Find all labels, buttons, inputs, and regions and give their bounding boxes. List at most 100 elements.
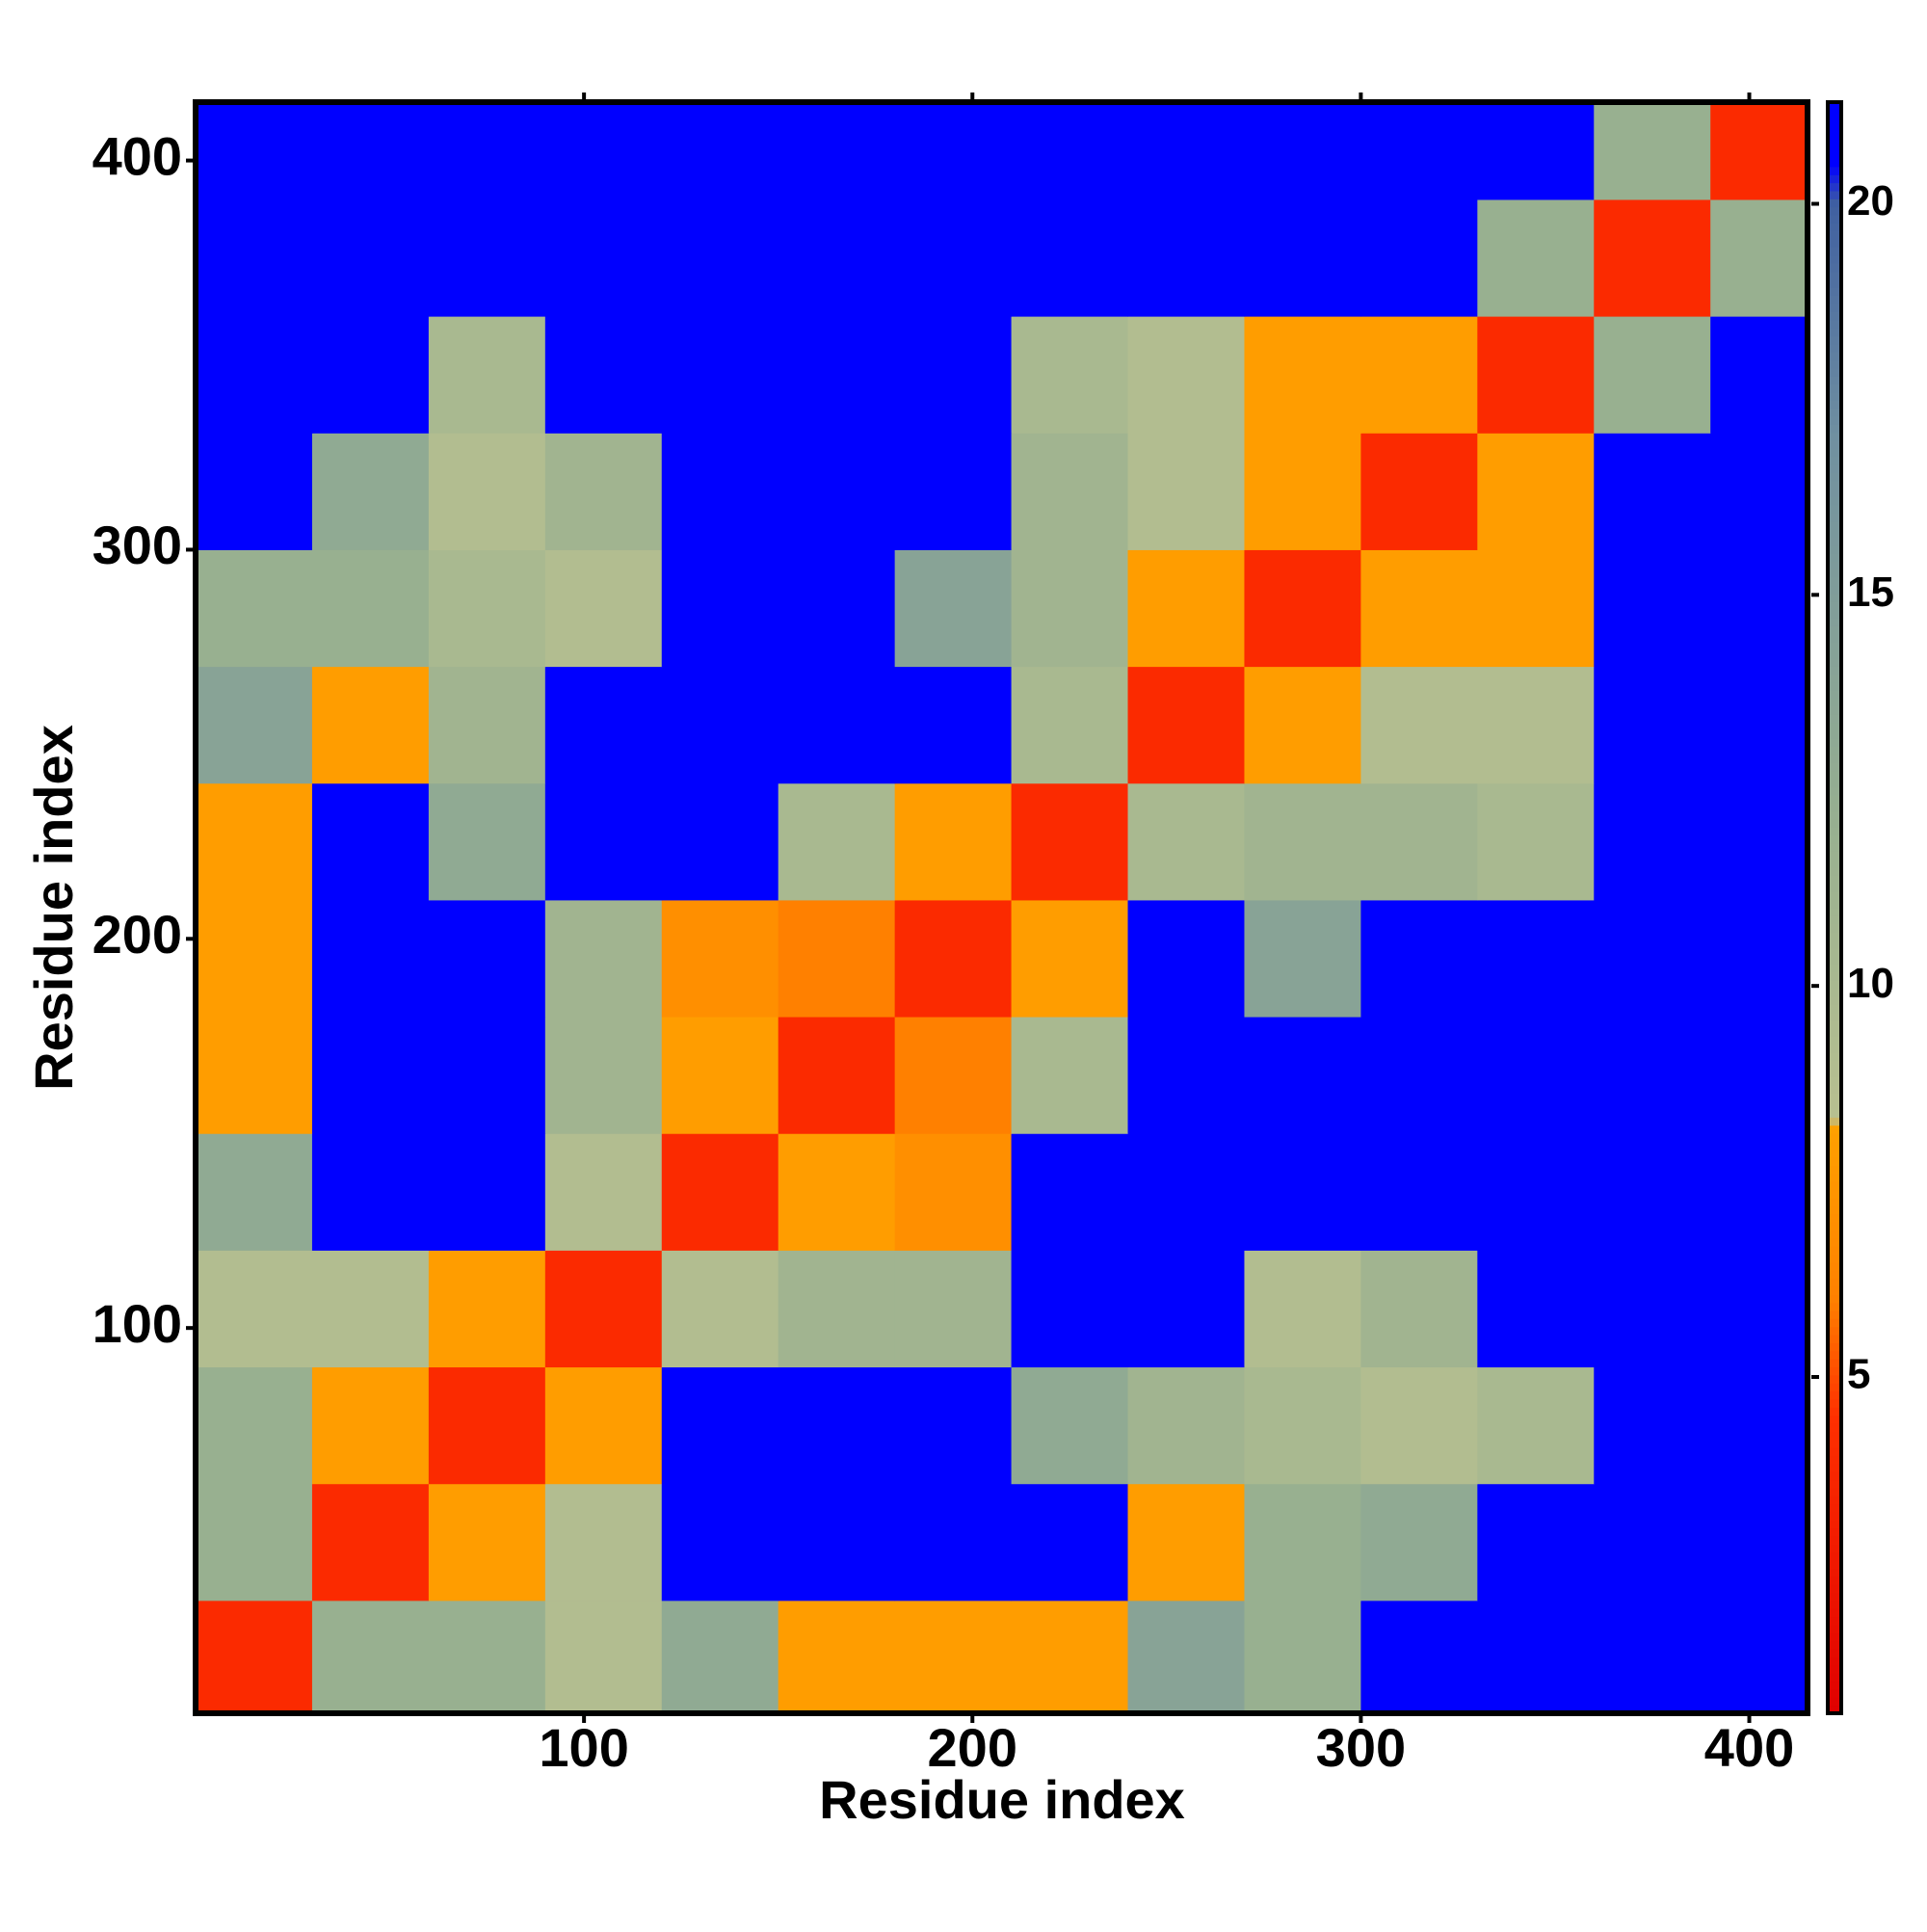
heatmap-cell xyxy=(1477,102,1595,200)
colorbar-segment xyxy=(1828,947,1841,957)
colorbar-segment xyxy=(1828,408,1841,417)
heatmap-cell xyxy=(196,666,313,784)
colorbar-segment xyxy=(1828,601,1841,611)
colorbar-segment xyxy=(1828,1060,1841,1070)
heatmap-cell xyxy=(1710,549,1808,668)
colorbar-segment xyxy=(1828,311,1841,321)
heatmap-cell xyxy=(1360,1483,1478,1601)
colorbar-segment xyxy=(1828,537,1841,546)
heatmap-cell xyxy=(1360,1133,1478,1251)
colorbar-segment xyxy=(1828,215,1841,224)
colorbar-segment xyxy=(1828,513,1841,522)
colorbar-segment xyxy=(1828,1294,1841,1304)
heatmap-cell xyxy=(196,433,313,550)
heatmap-cell xyxy=(428,1366,546,1485)
colorbar-segment xyxy=(1828,1109,1841,1118)
colorbar-segment xyxy=(1828,561,1841,570)
y-tick-label: 200 xyxy=(92,904,182,965)
colorbar-segment xyxy=(1828,456,1841,465)
heatmap-cell xyxy=(544,316,663,434)
colorbar-segment xyxy=(1828,681,1841,691)
heatmap-cell xyxy=(428,666,546,784)
y-tick-label: 400 xyxy=(92,125,182,186)
colorbar-segment xyxy=(1828,182,1841,192)
colorbar-segment xyxy=(1828,328,1841,336)
colorbar-segment xyxy=(1828,190,1841,199)
heatmap-cell xyxy=(1127,1600,1245,1713)
heatmap-cell xyxy=(1127,1017,1245,1134)
heatmap-cell xyxy=(1244,666,1361,784)
heatmap-cell xyxy=(1710,1600,1808,1713)
heatmap-cell xyxy=(428,1017,546,1134)
heatmap-cell xyxy=(894,782,1013,901)
colorbar-segment xyxy=(1828,995,1841,1005)
heatmap-cell xyxy=(1594,1017,1711,1134)
colorbar-segment xyxy=(1828,786,1841,796)
heatmap-cell xyxy=(894,198,1013,317)
heatmap-cell xyxy=(1360,198,1478,317)
heatmap-cell xyxy=(1710,1483,1808,1601)
heatmap-cell xyxy=(428,102,546,200)
heatmap-cell xyxy=(1594,782,1711,901)
heatmap-cell xyxy=(1127,1250,1245,1368)
colorbar-segment xyxy=(1828,964,1841,973)
colorbar-segment xyxy=(1828,1584,1841,1594)
colorbar-segment xyxy=(1828,1512,1841,1521)
colorbar-segment xyxy=(1828,424,1841,434)
colorbar-segment xyxy=(1828,1398,1841,1408)
colorbar-segment xyxy=(1828,875,1841,885)
heatmap-cell xyxy=(1594,316,1711,434)
colorbar-segment xyxy=(1828,971,1841,981)
colorbar-segment xyxy=(1828,1133,1841,1142)
heatmap-cell xyxy=(1244,549,1361,668)
y-axis-label: Residue index xyxy=(23,725,84,1091)
colorbar-segment xyxy=(1828,1608,1841,1618)
heatmap-cell xyxy=(1360,1017,1478,1134)
colorbar-segment xyxy=(1828,1149,1841,1158)
heatmap-cell xyxy=(894,316,1013,434)
heatmap-cell xyxy=(661,1483,779,1601)
colorbar-segment xyxy=(1828,1463,1841,1472)
heatmap-cell xyxy=(1011,782,1129,901)
heatmap-cell xyxy=(544,102,663,200)
heatmap-cell xyxy=(1011,899,1129,1018)
colorbar-segment xyxy=(1828,1350,1841,1360)
heatmap-cell xyxy=(1594,1133,1711,1251)
colorbar-segment xyxy=(1828,915,1841,925)
colorbar-segment xyxy=(1828,1069,1841,1078)
colorbar-segment xyxy=(1828,883,1841,892)
heatmap-cell xyxy=(311,1133,430,1251)
colorbar-segment xyxy=(1828,577,1841,587)
colorbar-segment xyxy=(1828,295,1841,304)
colorbar-segment xyxy=(1828,278,1841,288)
colorbar-segment xyxy=(1828,1632,1841,1642)
heatmap-cell xyxy=(1710,198,1808,317)
colorbar-segment xyxy=(1828,585,1841,595)
heatmap-cell xyxy=(1477,1483,1595,1601)
heatmap-cell xyxy=(661,549,779,668)
colorbar-segment xyxy=(1828,923,1841,933)
heatmap-cell xyxy=(1127,198,1245,317)
colorbar-segment xyxy=(1828,1551,1841,1561)
heatmap-cell xyxy=(778,1483,896,1601)
heatmap-cell xyxy=(661,1366,779,1485)
heatmap-cell xyxy=(1710,1366,1808,1485)
colorbar-segment xyxy=(1828,1407,1841,1416)
heatmap-cell xyxy=(1011,316,1129,434)
heatmap-cell xyxy=(661,1600,779,1713)
colorbar-frame xyxy=(1826,100,1843,1715)
colorbar-segment xyxy=(1828,1656,1841,1666)
colorbar-segment xyxy=(1828,1310,1841,1319)
heatmap-cell xyxy=(428,198,546,317)
heatmap-cell xyxy=(1477,316,1595,434)
heatmap-cell xyxy=(428,316,546,434)
colorbar-segment xyxy=(1828,529,1841,538)
colorbar-tick-label: 20 xyxy=(1847,177,1894,225)
heatmap-cell xyxy=(661,782,779,901)
colorbar-segment xyxy=(1828,988,1841,997)
heatmap-cell xyxy=(428,433,546,550)
colorbar-segment xyxy=(1828,625,1841,635)
heatmap-cell xyxy=(778,102,896,200)
colorbar-segment xyxy=(1828,134,1841,144)
heatmap-cell xyxy=(894,666,1013,784)
